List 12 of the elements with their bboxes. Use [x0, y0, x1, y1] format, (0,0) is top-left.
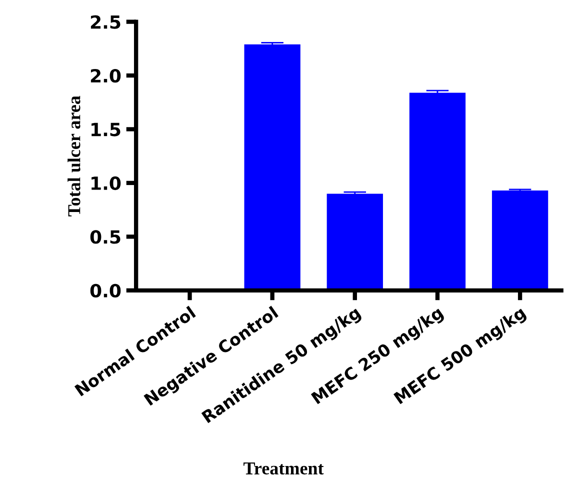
x-axis-title: Treatment: [243, 462, 324, 474]
y-axis-title: Total ulcer area: [68, 96, 80, 216]
bar: [326, 194, 383, 290]
y-tick-label: 2.5: [90, 15, 120, 29]
y-tick-label: 0.0: [90, 284, 121, 298]
y-tick-label: 1.5: [92, 122, 120, 136]
y-tick-label: 0.5: [90, 230, 120, 244]
y-tick-label: 1.0: [92, 176, 121, 190]
y-tick-label: 2.0: [90, 68, 121, 83]
bar: [492, 190, 548, 290]
bar: [244, 44, 300, 290]
bar: [409, 92, 466, 290]
